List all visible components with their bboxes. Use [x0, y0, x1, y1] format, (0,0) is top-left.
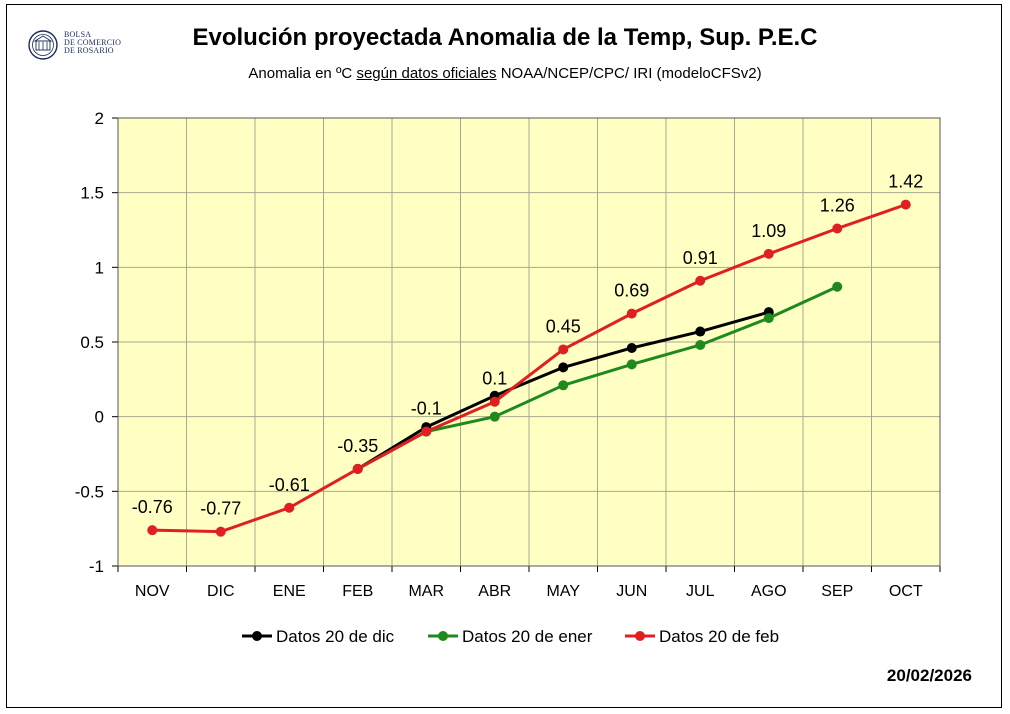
- y-tick-label: -0.5: [75, 482, 104, 501]
- data-point: [558, 362, 569, 373]
- x-tick-label: MAY: [547, 583, 581, 600]
- x-tick-label: JUN: [616, 583, 647, 600]
- x-tick-label: SEP: [821, 583, 853, 600]
- legend-label: Datos 20 de feb: [659, 627, 779, 646]
- data-label: 0.1: [482, 369, 507, 389]
- data-label: -0.35: [337, 436, 378, 456]
- data-point: [832, 281, 843, 292]
- data-label: 0.45: [546, 316, 581, 336]
- data-label: 1.42: [888, 172, 923, 192]
- data-point: [489, 396, 500, 407]
- y-tick-label: 1: [95, 258, 104, 277]
- chart-title: Evolución proyectada Anomalia de la Temp…: [192, 24, 818, 51]
- subtitle-prefix: Anomalia en ºC: [248, 65, 357, 82]
- legend-label: Datos 20 de dic: [276, 627, 395, 646]
- data-point: [147, 525, 158, 536]
- data-point: [695, 275, 706, 286]
- data-point: [352, 463, 363, 474]
- logo-text: BOLSA DE COMERCIO DE ROSARIO: [64, 31, 121, 55]
- subtitle-underlined: según datos oficiales: [356, 65, 497, 82]
- y-tick-label: 1.5: [80, 184, 104, 203]
- x-tick-label: NOV: [135, 583, 170, 600]
- x-tick-label: FEB: [342, 583, 373, 600]
- series-line: [357, 285, 838, 471]
- bolsa-logo: [28, 30, 58, 60]
- date-stamp: 20/02/2026: [886, 666, 972, 685]
- data-point: [832, 223, 843, 234]
- legend-label: Datos 20 de ener: [462, 627, 593, 646]
- data-label: -0.76: [132, 497, 173, 517]
- data-point: [763, 248, 774, 259]
- data-label: 0.69: [614, 281, 649, 301]
- data-label: -0.77: [200, 499, 241, 519]
- y-tick-label: 0: [95, 408, 104, 427]
- data-label: 1.26: [820, 196, 855, 216]
- data-point: [489, 411, 500, 422]
- x-tick-label: JUL: [686, 583, 715, 600]
- x-tick-label: OCT: [889, 583, 923, 600]
- data-point: [626, 308, 637, 319]
- data-point: [763, 313, 774, 324]
- data-point: [695, 326, 706, 337]
- plot-border: [117, 117, 941, 567]
- data-point: [695, 339, 706, 350]
- data-label: -0.61: [269, 475, 310, 495]
- data-point: [421, 426, 432, 437]
- y-tick-label: -1: [89, 557, 104, 576]
- legend-marker: [438, 631, 448, 641]
- x-tick-label: MAR: [408, 583, 444, 600]
- data-point: [900, 199, 911, 210]
- x-tick-label: ENE: [273, 583, 306, 600]
- data-point: [215, 526, 226, 537]
- data-point: [626, 342, 637, 353]
- legend-marker: [252, 631, 262, 641]
- x-tick-label: AGO: [751, 583, 787, 600]
- data-point: [558, 380, 569, 391]
- legend-marker: [635, 631, 645, 641]
- logo-line: DE ROSARIO: [64, 46, 114, 55]
- y-tick-label: 0.5: [80, 333, 104, 352]
- data-point: [626, 359, 637, 370]
- data-point: [558, 344, 569, 355]
- x-tick-label: DIC: [207, 583, 235, 600]
- data-label: 1.09: [751, 221, 786, 241]
- subtitle-suffix: NOAA/NCEP/CPC/ IRI (modeloCFSv2): [496, 65, 762, 82]
- data-label: 0.91: [683, 248, 718, 268]
- logo-line: BOLSA: [64, 30, 92, 39]
- logo-line: DE COMERCIO: [64, 38, 122, 47]
- data-point: [284, 502, 295, 513]
- y-tick-label: 2: [95, 109, 104, 128]
- series-line: [152, 203, 907, 534]
- chart-subtitle: Anomalia en ºC según datos oficiales NOA…: [0, 65, 1010, 82]
- data-label: -0.1: [411, 399, 442, 419]
- x-tick-label: ABR: [478, 583, 511, 600]
